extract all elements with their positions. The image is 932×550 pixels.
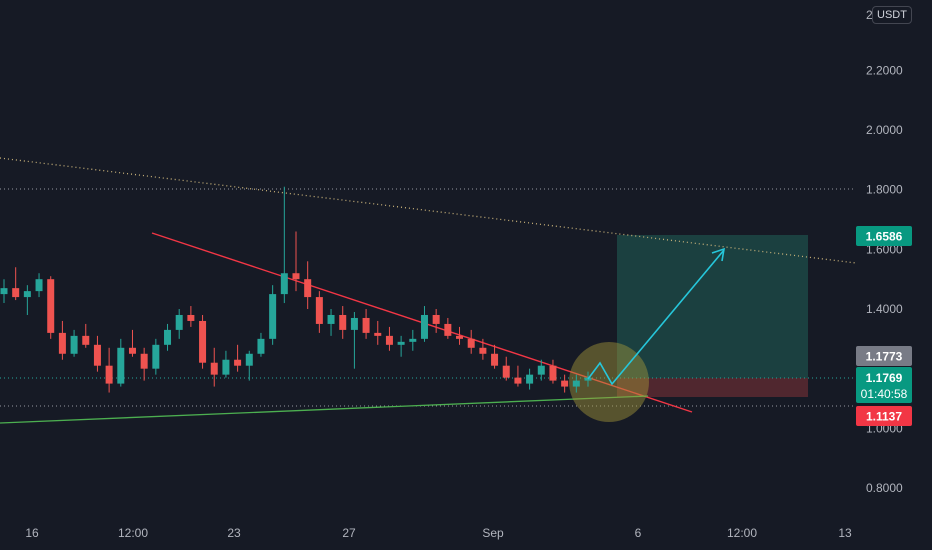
candle-body xyxy=(526,374,534,384)
candle-body xyxy=(491,353,499,366)
candle-body xyxy=(47,279,55,333)
candle-body xyxy=(537,365,545,375)
candle-body xyxy=(199,320,207,363)
candle-body xyxy=(339,314,347,330)
current-price-label: 1.1769 xyxy=(866,371,903,385)
candles xyxy=(0,186,592,393)
candle-body xyxy=(187,314,195,321)
candle-body xyxy=(234,359,242,366)
price-tick-label: 1.4000 xyxy=(866,302,903,316)
candle-body xyxy=(432,314,440,324)
candle-body xyxy=(164,329,172,345)
candle-body xyxy=(222,359,230,375)
price-tick-label: 1.8000 xyxy=(866,183,903,197)
candle-body xyxy=(315,297,323,324)
level-price-label: 1.1773 xyxy=(866,350,903,364)
target-price-label: 1.6586 xyxy=(866,230,903,244)
price-tick-top: 2 xyxy=(866,8,873,22)
candle-body xyxy=(456,335,464,339)
candle-body xyxy=(409,338,417,342)
price-axis[interactable]: 2.20002.00001.80001.60001.40001.00000.80… xyxy=(866,63,903,495)
time-tick-label: 6 xyxy=(635,526,642,540)
candle-body xyxy=(374,332,382,336)
candle-body xyxy=(82,335,90,345)
candle-body xyxy=(502,365,510,378)
projection-path[interactable] xyxy=(587,249,725,386)
stop-price-badge: 1.1137 xyxy=(856,406,912,426)
stop-price-label: 1.1137 xyxy=(866,410,902,424)
time-tick-label: 12:00 xyxy=(118,526,148,540)
candle-body xyxy=(245,353,253,366)
candle-body xyxy=(350,317,358,330)
price-tick-label: 2.0000 xyxy=(866,123,903,137)
candle-body xyxy=(561,380,569,387)
candle-body xyxy=(175,314,183,330)
candle-body xyxy=(105,365,113,384)
breakout-highlight xyxy=(569,342,649,422)
candle-body xyxy=(549,365,557,381)
candle-body xyxy=(420,314,428,339)
candle-body xyxy=(514,377,522,384)
profit-zone xyxy=(617,235,808,378)
time-tick-label: 16 xyxy=(25,526,39,540)
candle-body xyxy=(128,347,136,354)
candle-body xyxy=(385,335,393,345)
candle-body xyxy=(70,335,78,354)
time-tick-label: 23 xyxy=(227,526,241,540)
candle-body xyxy=(0,288,8,295)
time-tick-label: 27 xyxy=(342,526,356,540)
candle-body xyxy=(467,338,475,348)
candle-body xyxy=(35,279,43,292)
candle-body xyxy=(93,344,101,366)
price-tick-label: 2.2000 xyxy=(866,63,903,77)
candle-body xyxy=(479,347,487,354)
candle-body xyxy=(140,353,148,369)
candle-body xyxy=(572,380,580,387)
projection-arrow-head xyxy=(711,247,726,262)
candle-body xyxy=(117,347,125,384)
time-tick-label: 12:00 xyxy=(727,526,757,540)
countdown-label: 01:40:58 xyxy=(861,387,908,401)
candle-body xyxy=(12,288,20,298)
candle-body xyxy=(58,332,66,354)
target-price-badge: 1.6586 xyxy=(856,226,912,246)
candle-body xyxy=(444,323,452,336)
price-tick-label: 0.8000 xyxy=(866,481,903,495)
time-tick-label: Sep xyxy=(482,526,504,540)
candle-body xyxy=(327,314,335,324)
candle-body xyxy=(280,273,288,295)
upper-dotted-trendline[interactable] xyxy=(0,157,857,264)
time-axis[interactable]: 16 12:00 23 27 Sep 6 12:00 13 xyxy=(25,526,852,540)
candle-body xyxy=(362,317,370,333)
candle-body xyxy=(23,291,31,298)
candle-body xyxy=(152,344,160,369)
ascending-support[interactable] xyxy=(0,395,649,424)
candle-body xyxy=(397,341,405,345)
candle-body xyxy=(269,294,277,339)
candle-body xyxy=(210,362,218,375)
level-price-badge: 1.1773 xyxy=(856,346,912,366)
time-tick-label: 13 xyxy=(838,526,852,540)
current-price-badge: 1.1769 01:40:58 xyxy=(856,367,912,403)
loss-zone xyxy=(617,378,808,397)
candle-body xyxy=(257,338,265,354)
candle-body xyxy=(292,273,300,280)
candle-body xyxy=(584,377,592,381)
candle-body xyxy=(304,279,312,298)
currency-unit-badge[interactable]: USDT xyxy=(872,6,912,24)
